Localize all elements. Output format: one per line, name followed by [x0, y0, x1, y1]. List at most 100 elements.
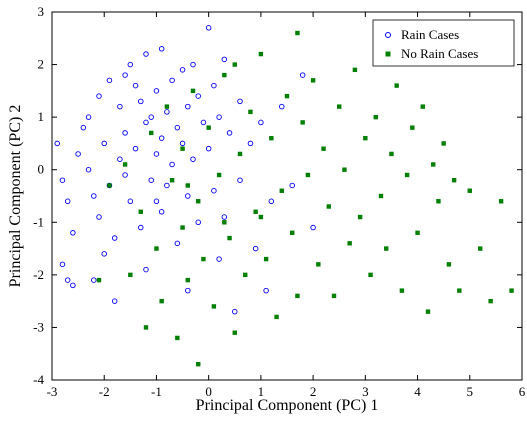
no-rain-case-point [451, 178, 457, 183]
no-rain-case-point [420, 104, 425, 109]
legend-marker-rain [385, 32, 391, 38]
no-rain-case-point [326, 204, 331, 209]
rain-case-point [164, 182, 170, 189]
x-tick-label: 2 [310, 384, 317, 399]
no-rain-case-point [509, 288, 514, 293]
no-rain-case-point [425, 309, 431, 314]
no-rain-case-point [478, 246, 483, 251]
no-rain-case-point [373, 114, 378, 120]
rain-case-point [80, 124, 87, 131]
rain-case-point [179, 67, 186, 73]
no-rain-case-point [169, 178, 175, 183]
rain-case-point [190, 156, 196, 162]
no-rain-case-point [196, 199, 201, 204]
no-rain-case-point [404, 172, 410, 178]
rain-case-point [101, 140, 107, 147]
rain-case-point [158, 209, 165, 215]
rain-case-point [96, 93, 102, 99]
no-rain-case-point [180, 225, 185, 230]
y-tick-label: 1 [38, 109, 45, 124]
rain-case-point [59, 261, 66, 268]
no-rain-case-point [316, 262, 321, 267]
no-rain-case-point [274, 314, 279, 320]
rain-case-point [195, 219, 201, 226]
no-rain-case-point [253, 209, 258, 214]
x-tick-label: 6 [519, 384, 526, 399]
no-rain-case-point [467, 188, 472, 193]
rain-case-point [132, 82, 139, 89]
no-rain-case-point [180, 146, 185, 151]
no-rain-case-point [394, 83, 399, 88]
y-tick-label: -3 [33, 319, 44, 334]
no-rain-case-point [363, 135, 368, 141]
no-rain-case-point [143, 325, 149, 330]
no-rain-case-point [295, 30, 300, 36]
no-rain-case-point [321, 146, 326, 151]
rain-case-point [59, 177, 66, 183]
rain-case-point [174, 240, 181, 247]
no-rain-case-point [295, 293, 300, 299]
no-rain-case-point [190, 88, 196, 94]
no-rain-case-point [457, 288, 462, 293]
no-rain-case-point [431, 162, 436, 167]
legend-label-rain: Rain Cases [401, 27, 459, 42]
rain-case-point [211, 187, 217, 194]
rain-case-point [164, 109, 170, 115]
no-rain-case-point [216, 172, 222, 178]
no-rain-case-point [352, 67, 358, 73]
rain-case-point [54, 140, 60, 147]
no-rain-case-point [196, 362, 201, 367]
y-tick-label: 0 [38, 162, 45, 177]
rain-case-point [122, 130, 128, 136]
legend-label-no-rain: No Rain Cases [401, 46, 478, 61]
rain-case-point [148, 177, 154, 183]
rain-case-point [205, 145, 212, 152]
rain-case-point [185, 103, 191, 110]
no-rain-case-point [138, 209, 143, 214]
no-rain-case-point [389, 151, 394, 157]
rain-case-point [106, 77, 113, 84]
no-rain-case-point [284, 93, 290, 99]
rain-case-point [111, 235, 118, 241]
rain-case-point [258, 119, 264, 126]
no-rain-case-point [211, 304, 217, 309]
no-rain-case-point [331, 293, 337, 299]
rain-case-point [143, 119, 149, 126]
no-rain-case-point [149, 130, 154, 136]
y-axis-label: Principal Component (PC) 2 [7, 105, 24, 288]
rain-case-point [111, 298, 118, 304]
rain-case-point [190, 61, 196, 68]
rain-case-point [226, 130, 233, 136]
x-axis-label: Principal Component (PC) 1 [196, 397, 379, 414]
rain-case-point [232, 308, 238, 315]
rain-case-point [101, 251, 107, 257]
no-rain-case-point [368, 272, 373, 278]
no-rain-case-point [222, 72, 227, 78]
no-rain-case-point [227, 235, 232, 241]
no-rain-case-point [279, 188, 284, 193]
axes-frame [51, 11, 523, 381]
rain-case-point [122, 72, 128, 78]
rain-case-point [85, 114, 92, 120]
x-tick-label: 3 [362, 384, 369, 399]
y-tick-label: 2 [38, 57, 45, 72]
data-points [54, 25, 514, 367]
legend-marker-no-rain [385, 51, 391, 57]
x-tick-label: 5 [467, 384, 474, 399]
x-tick-label: 0 [205, 384, 212, 399]
rain-case-point [64, 198, 71, 205]
rain-case-point [289, 182, 295, 189]
no-rain-case-point [232, 330, 237, 335]
no-rain-case-point [399, 288, 405, 293]
no-rain-case-point [342, 167, 347, 172]
no-rain-case-point [300, 120, 305, 125]
no-rain-case-point [243, 272, 248, 278]
no-rain-case-point [410, 125, 415, 130]
no-rain-case-point [237, 151, 243, 157]
rain-case-point [169, 77, 175, 84]
no-rain-case-point [305, 172, 311, 178]
x-tick-label: -2 [99, 384, 110, 399]
no-rain-case-point [498, 199, 504, 204]
